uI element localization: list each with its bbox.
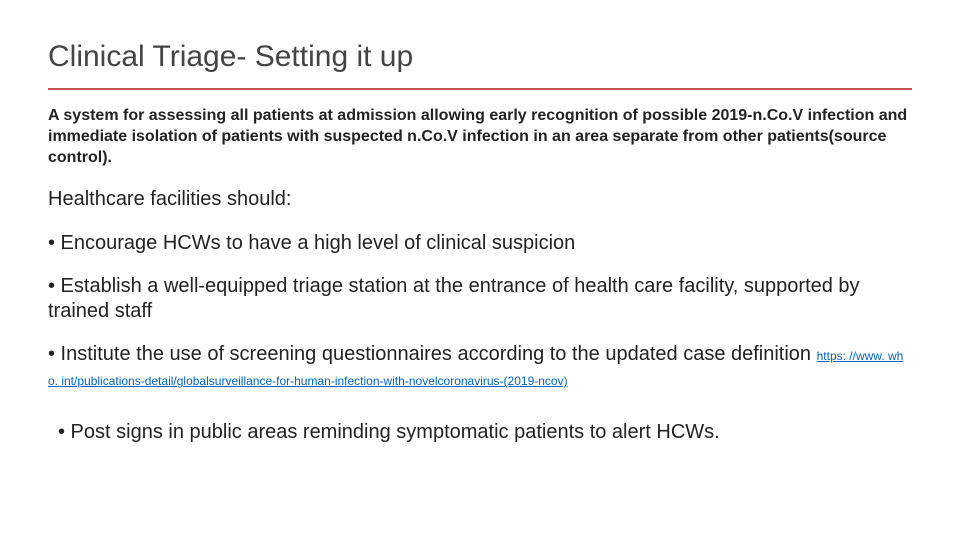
title-divider — [48, 88, 912, 90]
lead-text: Healthcare facilities should: — [48, 188, 912, 211]
page-title: Clinical Triage- Setting it up — [48, 40, 912, 74]
bullet-text: • Institute the use of screening questio… — [48, 343, 817, 365]
bullet-item: • Encourage HCWs to have a high level of… — [48, 231, 912, 256]
bullet-item-with-link: • Institute the use of screening questio… — [48, 342, 912, 392]
bullet-item: • Post signs in public areas reminding s… — [58, 420, 912, 445]
slide-container: Clinical Triage- Setting it up A system … — [0, 0, 960, 540]
intro-paragraph: A system for assessing all patients at a… — [48, 106, 912, 168]
bullet-item: • Establish a well-equipped triage stati… — [48, 274, 912, 324]
